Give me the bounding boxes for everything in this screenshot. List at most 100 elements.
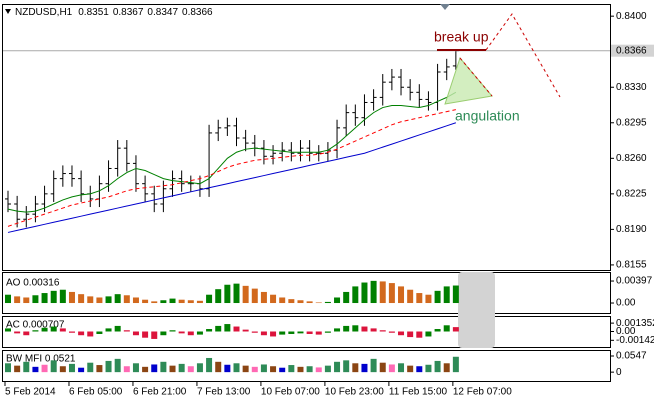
- x-tick-label: 10 Feb 07:00: [261, 387, 320, 398]
- histogram-bar: [123, 295, 130, 304]
- shift-triangle: [440, 4, 450, 10]
- histogram-bar: [50, 326, 57, 332]
- histogram-bar: [132, 297, 139, 304]
- histogram-bar: [160, 300, 167, 304]
- histogram-bar: [206, 329, 213, 332]
- histogram-bar: [14, 331, 21, 334]
- histogram-bar: [23, 297, 30, 304]
- histogram-bar: [233, 283, 240, 304]
- histogram-bar: [50, 290, 57, 304]
- y-tick-label: 0.8190: [616, 224, 647, 235]
- histogram-bar: [416, 293, 423, 304]
- y-tick-label: 0: [616, 367, 622, 378]
- histogram-bar: [96, 365, 103, 373]
- histogram-bar: [123, 366, 130, 373]
- histogram-bar: [334, 361, 341, 373]
- histogram-bar: [407, 289, 414, 304]
- low-value: 0.8347: [147, 7, 178, 18]
- histogram-bar: [32, 366, 39, 373]
- histogram-bar: [187, 300, 194, 304]
- histogram-bar: [178, 363, 185, 373]
- histogram-bar: [169, 330, 176, 332]
- mfi-panel: [2, 350, 611, 382]
- histogram-bar: [132, 331, 139, 336]
- histogram-bar: [105, 296, 112, 304]
- histogram-bar: [78, 331, 85, 336]
- y-tick-label: -0.00142: [616, 335, 654, 346]
- histogram-bar: [260, 364, 267, 373]
- histogram-bar: [370, 328, 377, 332]
- menu-arrow: [5, 9, 11, 14]
- histogram-bar: [105, 328, 112, 332]
- histogram-bar: [68, 291, 75, 304]
- histogram-bar: [425, 294, 432, 304]
- histogram-bar: [224, 284, 231, 304]
- current-price-label: 0.8366: [616, 45, 647, 56]
- y-tick-label: 0.001352: [616, 318, 654, 329]
- histogram-bar: [32, 295, 39, 304]
- histogram-bar: [59, 328, 66, 332]
- symbol: NZDUSD,H1: [15, 7, 73, 18]
- histogram-bar: [334, 328, 341, 332]
- histogram-bar: [279, 297, 286, 304]
- histogram-bar: [388, 331, 395, 333]
- x-tick-label: 6 Feb 05:00: [69, 387, 123, 398]
- forecast-line: [485, 13, 561, 98]
- histogram-bar: [160, 331, 167, 336]
- histogram-bar: [443, 286, 450, 304]
- histogram-bar: [251, 288, 258, 304]
- histogram-bar: [270, 331, 277, 337]
- histogram-bar: [352, 363, 359, 373]
- histogram-bar: [297, 366, 304, 373]
- histogram-bar: [324, 331, 331, 333]
- histogram-bar: [425, 364, 432, 373]
- histogram-bar: [260, 331, 267, 336]
- histogram-bar: [370, 358, 377, 373]
- indicator-title: AO 0.00316: [6, 278, 60, 289]
- histogram-bar: [398, 286, 405, 304]
- histogram-bar: [68, 363, 75, 373]
- indicator-title: BW MFI 0.0521: [6, 354, 76, 365]
- histogram-bar: [452, 356, 459, 373]
- histogram-bar: [434, 329, 441, 332]
- histogram-bar: [361, 326, 368, 332]
- histogram-bar: [452, 285, 459, 304]
- histogram-bar: [352, 325, 359, 332]
- x-tick-label: 7 Feb 13:00: [197, 387, 251, 398]
- histogram-bar: [215, 289, 222, 304]
- histogram-bar: [361, 282, 368, 304]
- histogram-bar: [59, 366, 66, 373]
- histogram-bar: [242, 285, 249, 304]
- histogram-bar: [443, 363, 450, 373]
- open-value: 0.8351: [78, 7, 109, 18]
- histogram-bar: [23, 361, 30, 373]
- histogram-bar: [297, 300, 304, 304]
- histogram-bar: [270, 294, 277, 304]
- y-tick-label: 0.0547: [616, 351, 647, 362]
- ao-panel: [2, 272, 611, 314]
- histogram-bar: [443, 325, 450, 332]
- histogram-bar: [224, 324, 231, 332]
- break-up-label: break up: [434, 29, 489, 45]
- histogram-bar: [187, 331, 194, 336]
- histogram-bar: [425, 331, 432, 337]
- price-panel: [2, 4, 611, 271]
- y-tick-label: 0.8260: [616, 153, 647, 164]
- shift-marker: [458, 272, 495, 348]
- histogram-bar: [105, 360, 112, 373]
- y-tick-label: 0.8225: [616, 188, 647, 199]
- moving-average-line: [7, 91, 457, 213]
- histogram-bar: [407, 331, 414, 338]
- histogram-bar: [14, 296, 21, 304]
- histogram-bar: [142, 366, 149, 373]
- histogram-bar: [196, 331, 203, 335]
- histogram-bar: [407, 365, 414, 373]
- histogram-bar: [416, 331, 423, 338]
- histogram-bar: [151, 301, 158, 304]
- histogram-bar: [215, 361, 222, 373]
- histogram-bar: [370, 280, 377, 304]
- y-tick-label: 0.8295: [616, 117, 647, 128]
- histogram-bar: [242, 329, 249, 332]
- y-tick-label: 0.8400: [616, 11, 647, 22]
- histogram-bar: [297, 331, 304, 334]
